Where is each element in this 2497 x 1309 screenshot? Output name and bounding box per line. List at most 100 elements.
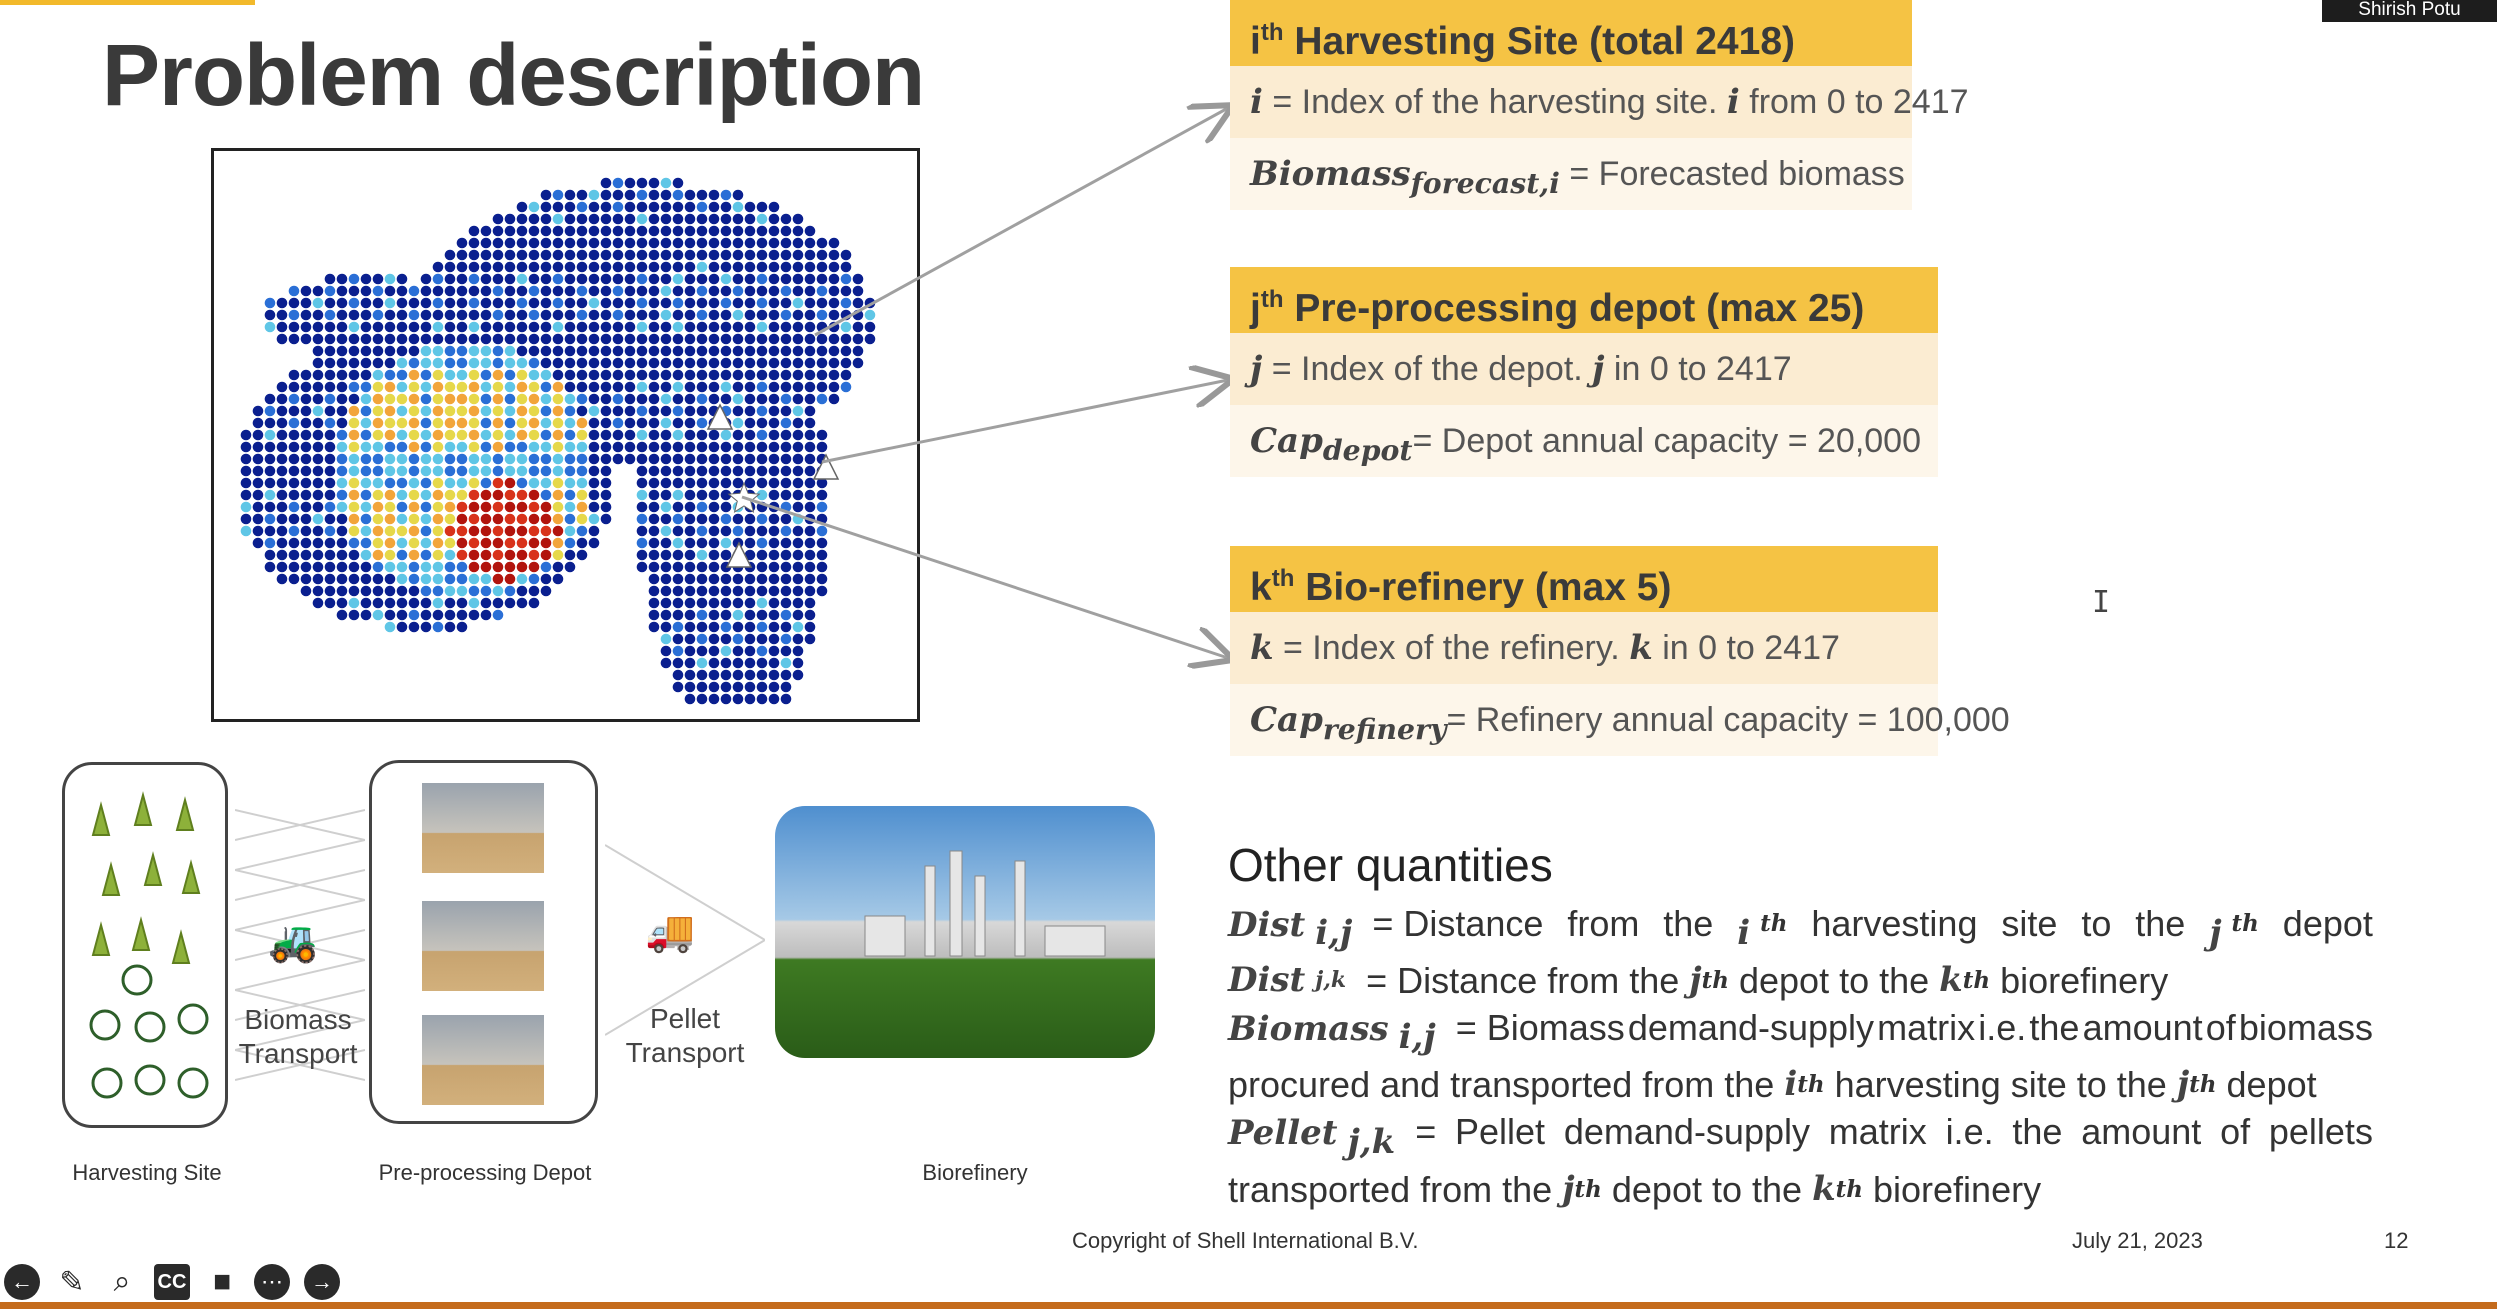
heatmap-cell <box>540 249 552 261</box>
heatmap-cell <box>720 465 732 477</box>
heatmap-cell <box>816 573 828 585</box>
heatmap-cell <box>828 357 840 369</box>
heatmap-cell <box>816 561 828 573</box>
heatmap-cell <box>384 597 396 609</box>
heatmap-cell <box>528 201 540 213</box>
forward-arrow-icon[interactable]: → <box>304 1264 340 1300</box>
pen-icon[interactable]: ✎ <box>59 1265 85 1299</box>
heatmap-cell <box>720 429 732 441</box>
heatmap-cell <box>732 309 744 321</box>
heatmap-cell <box>780 657 792 669</box>
heatmap-cell <box>552 225 564 237</box>
more-icon[interactable]: ⋯ <box>254 1264 290 1300</box>
heatmap-cell <box>588 501 600 513</box>
heatmap-cell <box>684 441 696 453</box>
heatmap-cell <box>648 465 660 477</box>
heatmap-cell <box>444 585 456 597</box>
heatmap-cell <box>576 537 588 549</box>
heatmap-cell <box>672 309 684 321</box>
heatmap-cell <box>516 393 528 405</box>
heatmap-cell <box>468 381 480 393</box>
heatmap-cell <box>252 489 264 501</box>
heatmap-cell <box>384 501 396 513</box>
refinery-header: kth Bio-refinery (max 5) <box>1230 546 1938 612</box>
heatmap-cell <box>612 225 624 237</box>
heatmap-cell <box>708 261 720 273</box>
heatmap-cell <box>492 501 504 513</box>
pellet-jk-line: Pellet j,k = Pellet demand-supply matrix … <box>1228 1111 2373 1162</box>
heatmap-cell <box>720 273 732 285</box>
heatmap-cell <box>456 525 468 537</box>
heatmap-cell <box>648 285 660 297</box>
heatmap-cell <box>780 393 792 405</box>
heatmap-cell <box>756 525 768 537</box>
heatmap-cell <box>744 357 756 369</box>
heatmap-cell <box>744 645 756 657</box>
heatmap-cell <box>732 225 744 237</box>
heatmap-cell <box>672 657 684 669</box>
heatmap-cell <box>480 429 492 441</box>
heatmap-cell <box>276 381 288 393</box>
heatmap-cell <box>600 345 612 357</box>
zoom-icon[interactable]: ⌕ <box>113 1265 131 1298</box>
heatmap-cell <box>660 297 672 309</box>
heatmap-cell <box>708 321 720 333</box>
back-arrow-icon[interactable]: ← <box>4 1264 40 1300</box>
heatmap-cell <box>456 549 468 561</box>
heatmap-cell <box>696 693 708 705</box>
heatmap-cell <box>396 573 408 585</box>
heatmap-cell <box>576 249 588 261</box>
heatmap-cell <box>384 621 396 633</box>
heatmap-cell <box>696 441 708 453</box>
heatmap-cell <box>540 465 552 477</box>
heatmap-cell <box>288 405 300 417</box>
heatmap-cell <box>696 477 708 489</box>
heatmap-cell <box>672 645 684 657</box>
heatmap-cell <box>240 513 252 525</box>
heatmap-cell <box>492 429 504 441</box>
captions-icon[interactable]: CC <box>154 1264 190 1300</box>
heatmap-cell <box>480 357 492 369</box>
heatmap-cell <box>804 513 816 525</box>
heatmap-cell <box>252 513 264 525</box>
refinery-box: kth Bio-refinery (max 5) k = Index of th… <box>1230 546 2010 756</box>
heatmap-cell <box>720 285 732 297</box>
camera-icon[interactable]: ■ <box>212 1265 232 1298</box>
heatmap-cell <box>720 633 732 645</box>
heatmap-cell <box>420 465 432 477</box>
heatmap-cell <box>420 309 432 321</box>
heatmap-cell <box>744 537 756 549</box>
heatmap-cell <box>684 633 696 645</box>
heatmap-cell <box>528 393 540 405</box>
heatmap-cell <box>468 357 480 369</box>
heatmap-cell <box>432 345 444 357</box>
heatmap-cell <box>288 489 300 501</box>
heatmap-cell <box>780 609 792 621</box>
heatmap-cell <box>600 405 612 417</box>
heatmap-cell <box>600 453 612 465</box>
heatmap-cell <box>672 621 684 633</box>
heatmap-cell <box>348 273 360 285</box>
heatmap-cell <box>756 597 768 609</box>
heatmap-cell <box>540 525 552 537</box>
heatmap-cell <box>432 489 444 501</box>
heatmap-cell <box>528 213 540 225</box>
heatmap-cell <box>756 441 768 453</box>
heatmap-cell <box>732 273 744 285</box>
heatmap-cell <box>792 477 804 489</box>
heatmap-cell <box>648 501 660 513</box>
heatmap-cell <box>432 477 444 489</box>
heatmap-cell <box>480 285 492 297</box>
heatmap-cell <box>480 321 492 333</box>
heatmap-cell <box>756 297 768 309</box>
heatmap-cell <box>468 561 480 573</box>
heatmap-cell <box>780 441 792 453</box>
heatmap-cell <box>756 345 768 357</box>
heatmap-cell <box>444 273 456 285</box>
heatmap-cell <box>324 525 336 537</box>
heatmap-cell <box>636 393 648 405</box>
heatmap-cell <box>564 381 576 393</box>
heatmap-cell <box>252 441 264 453</box>
heatmap-cell <box>432 405 444 417</box>
